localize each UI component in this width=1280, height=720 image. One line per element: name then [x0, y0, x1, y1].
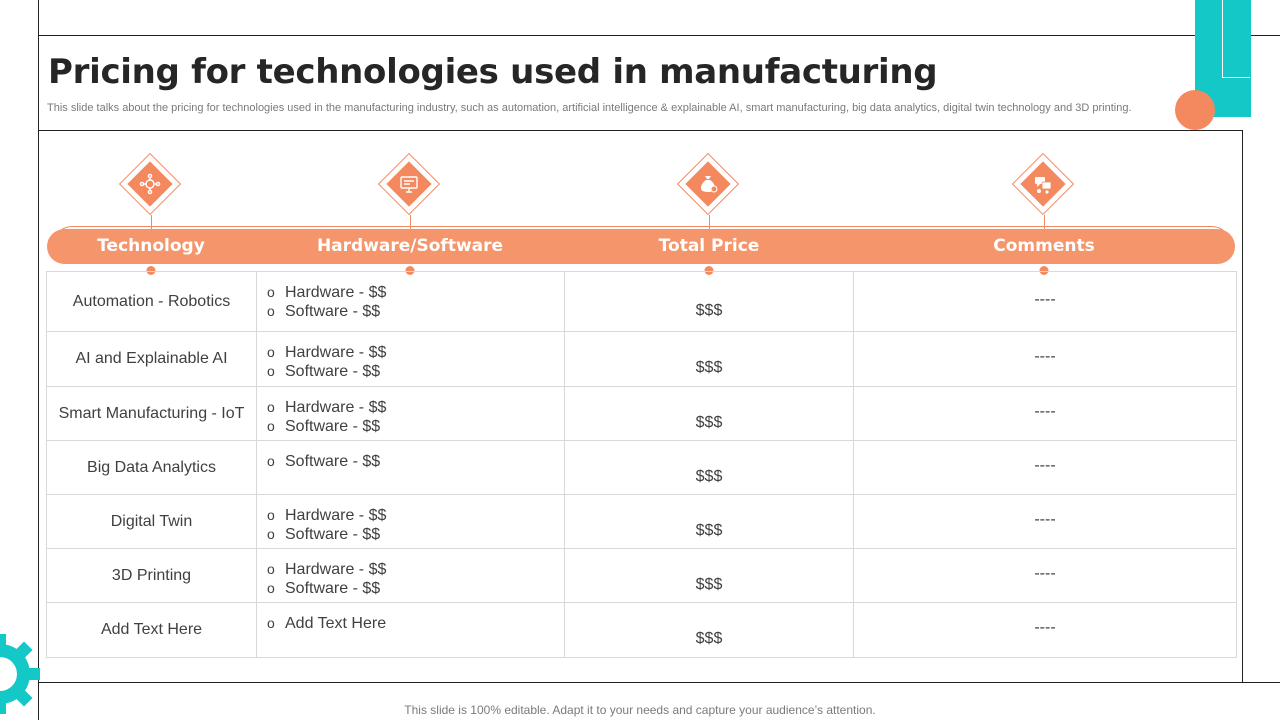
hardware-software-cell: Hardware - $$Software - $$	[256, 331, 565, 387]
cost-item: Software - $$	[267, 362, 564, 381]
comments-cell: ----	[853, 271, 1237, 332]
chat-icon	[1011, 152, 1076, 217]
teal-accent-line	[1222, 0, 1250, 78]
table-row: Big Data Analytics Software - $$$$$----	[46, 440, 1237, 495]
hardware-software-cell: Hardware - $$Software - $$	[256, 271, 565, 332]
header-dot	[146, 266, 156, 275]
right-rule	[1242, 130, 1243, 682]
comments-cell: ----	[853, 494, 1237, 549]
hardware-software-cell: Software - $$	[256, 440, 565, 495]
cost-item: Hardware - $$	[267, 560, 564, 579]
table-row: 3D PrintingHardware - $$Software - $$$$$…	[46, 548, 1237, 603]
comments-cell: ----	[853, 602, 1237, 658]
cost-item: Software - $$	[267, 579, 564, 598]
icon-connector	[151, 215, 152, 229]
technology-cell: Automation - Robotics	[46, 271, 257, 332]
network-icon	[118, 152, 183, 217]
comments-cell: ----	[853, 386, 1237, 441]
top-rule	[38, 35, 1280, 36]
total-price-cell: $$$	[564, 386, 854, 441]
header-band	[47, 229, 1235, 264]
cost-item: Hardware - $$	[267, 506, 564, 525]
column-header-technology: Technology	[97, 236, 205, 256]
hardware-software-cell: Hardware - $$Software - $$	[256, 386, 565, 441]
technology-cell: Add Text Here	[46, 602, 257, 658]
cost-item: Hardware - $$	[267, 343, 564, 362]
hardware-software-cell: Add Text Here	[256, 602, 565, 658]
hardware-software-cell: Hardware - $$Software - $$	[256, 548, 565, 603]
table-row: Add Text HereAdd Text Here$$$----	[46, 602, 1237, 658]
table-row: Digital TwinHardware - $$Software - $$$$…	[46, 494, 1237, 549]
money-bag-icon	[676, 152, 741, 217]
cost-item: Hardware - $$	[267, 283, 564, 302]
page-subtitle: This slide talks about the pricing for t…	[47, 102, 1132, 114]
total-price-cell: $$$	[564, 602, 854, 658]
gear-icon	[0, 634, 40, 714]
header-dot	[704, 266, 714, 275]
cost-item: Hardware - $$	[267, 398, 564, 417]
page-title: Pricing for technologies used in manufac…	[48, 52, 938, 92]
cost-item: Software - $$	[267, 417, 564, 436]
technology-cell: Smart Manufacturing - IoT	[46, 386, 257, 441]
computer-icon	[377, 152, 442, 217]
comments-cell: ----	[853, 331, 1237, 387]
cost-item: Software - $$	[267, 525, 564, 544]
total-price-cell: $$$	[564, 494, 854, 549]
comments-cell: ----	[853, 440, 1237, 495]
table-row: Automation - RoboticsHardware - $$Softwa…	[46, 271, 1237, 332]
comments-cell: ----	[853, 548, 1237, 603]
header-dot	[1039, 266, 1049, 275]
technology-cell: 3D Printing	[46, 548, 257, 603]
pricing-table: Automation - RoboticsHardware - $$Softwa…	[46, 271, 1237, 658]
column-header-hardware-software: Hardware/Software	[316, 236, 504, 256]
column-header-total-price: Total Price	[658, 236, 760, 256]
icon-connector	[1044, 215, 1045, 229]
icon-connector	[709, 215, 710, 229]
cost-item: Add Text Here	[267, 614, 564, 633]
total-price-cell: $$$	[564, 440, 854, 495]
cost-item: Software - $$	[267, 302, 564, 321]
icon-connector	[410, 215, 411, 229]
header-rule	[38, 130, 1243, 131]
cost-item: Software - $$	[267, 452, 564, 471]
technology-cell: Big Data Analytics	[46, 440, 257, 495]
total-price-cell: $$$	[564, 548, 854, 603]
total-price-cell: $$$	[564, 271, 854, 332]
technology-cell: AI and Explainable AI	[46, 331, 257, 387]
table-row: Smart Manufacturing - IoTHardware - $$So…	[46, 386, 1237, 441]
total-price-cell: $$$	[564, 331, 854, 387]
hardware-software-cell: Hardware - $$Software - $$	[256, 494, 565, 549]
footer-note: This slide is 100% editable. Adapt it to…	[404, 703, 876, 717]
table-row: AI and Explainable AIHardware - $$Softwa…	[46, 331, 1237, 387]
column-header-comments: Comments	[993, 236, 1095, 256]
left-rule	[38, 0, 39, 720]
technology-cell: Digital Twin	[46, 494, 257, 549]
header-dot	[405, 266, 415, 275]
orange-accent-circle	[1175, 90, 1215, 130]
bottom-rule	[38, 682, 1280, 683]
